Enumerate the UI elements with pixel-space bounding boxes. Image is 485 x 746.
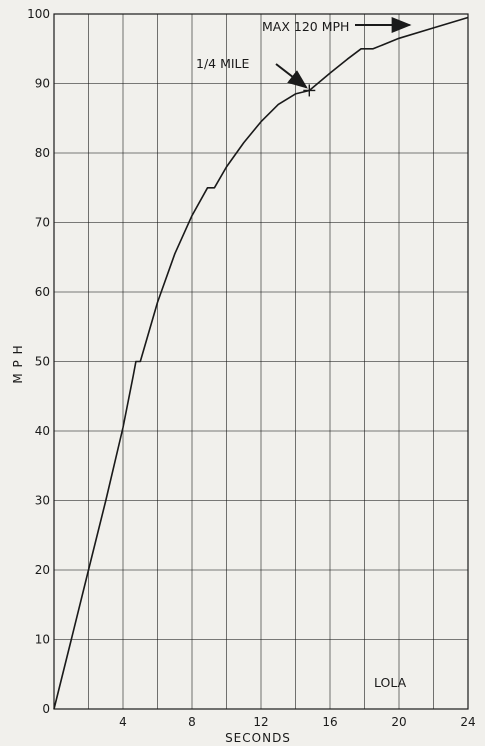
grid — [53, 13, 469, 710]
tick-labels: 0 10 20 30 40 50 60 70 80 90 100 4 8 12 16 20 24 — [27, 7, 476, 729]
y-axis-title: M P H — [11, 344, 25, 383]
x-axis-title: SECONDS — [225, 731, 291, 745]
series-line-lola — [53, 16, 469, 710]
x-tick-label: 8 — [188, 715, 196, 729]
series-label-lola: LOLA — [374, 675, 407, 690]
y-tick-label: 80 — [35, 146, 50, 160]
y-tick-label: 100 — [27, 7, 50, 21]
y-tick-label: 20 — [35, 563, 50, 577]
y-tick-label: 90 — [35, 77, 50, 91]
arrow-quarter-mile — [275, 63, 308, 89]
y-tick-label: 10 — [35, 633, 50, 647]
series-layer — [53, 16, 469, 710]
x-tick-label: 20 — [391, 715, 406, 729]
y-tick-label: 70 — [35, 216, 50, 230]
y-tick-label: 30 — [35, 494, 50, 508]
annotation-quarter-mile: 1/4 MILE — [196, 56, 250, 71]
y-tick-label: 40 — [35, 424, 50, 438]
y-tick-label: 60 — [35, 285, 50, 299]
y-tick-label: 50 — [35, 355, 50, 369]
y-tick-label: 0 — [42, 702, 50, 716]
x-tick-label: 4 — [119, 715, 127, 729]
x-tick-label: 24 — [460, 715, 475, 729]
annotations: MAX 120 MPH 1/4 MILE — [196, 17, 412, 97]
annotation-max-speed: MAX 120 MPH — [262, 19, 349, 34]
x-tick-label: 16 — [322, 715, 337, 729]
x-tick-label: 12 — [253, 715, 268, 729]
